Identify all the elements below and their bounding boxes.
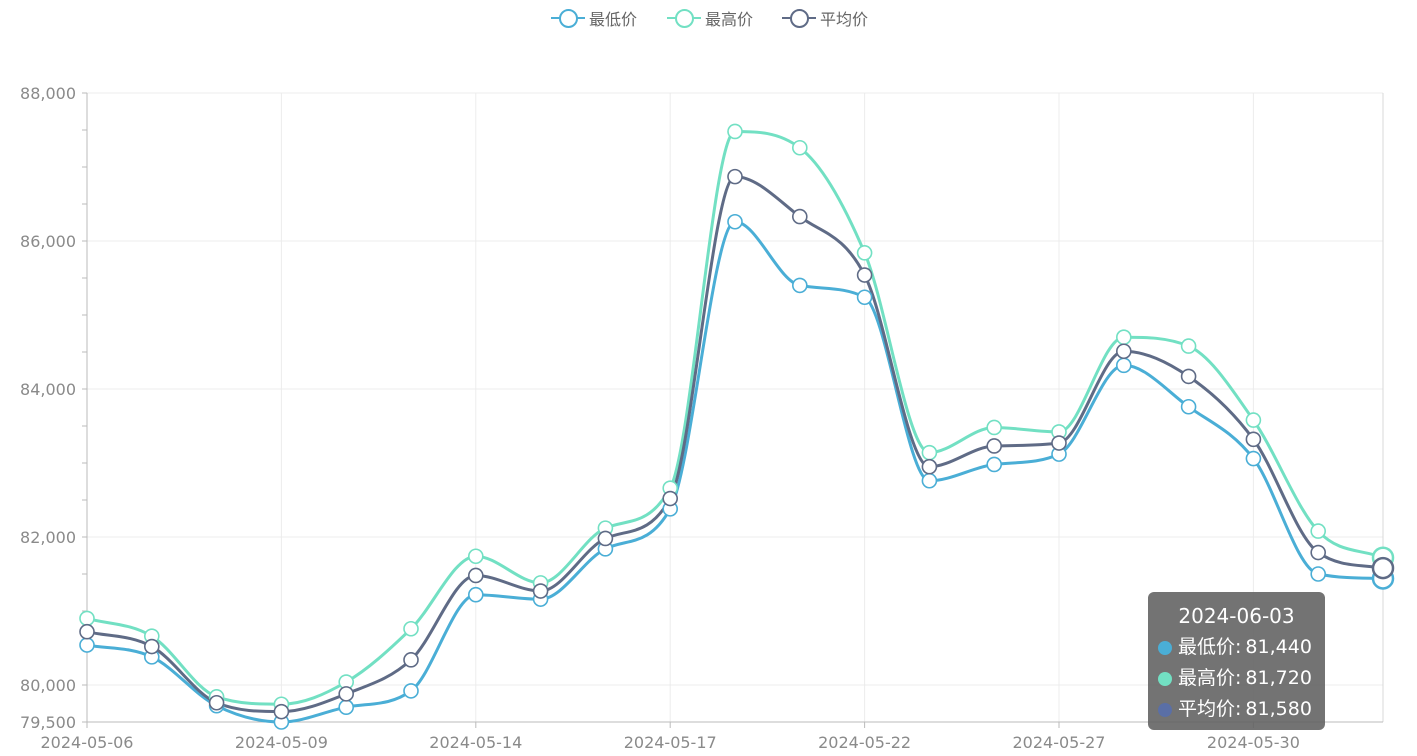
legend-marker-icon: [782, 6, 816, 30]
data-point[interactable]: [1310, 566, 1326, 582]
data-point[interactable]: [1371, 556, 1395, 580]
x-tick-label: 2024-05-14: [429, 733, 522, 752]
data-point[interactable]: [467, 548, 484, 565]
tooltip-series-name: 最低价: [1178, 636, 1236, 658]
tooltip: 2024-06-03 最低价: 81,440 最高价: 81,720 平均价: …: [1148, 592, 1325, 730]
axes: 88,00086,00084,00082,00080,00079,5002024…: [20, 84, 1384, 752]
data-point[interactable]: [403, 620, 419, 637]
x-tick-label: 2024-05-30: [1207, 733, 1300, 752]
data-point[interactable]: [144, 638, 160, 655]
data-point[interactable]: [1310, 523, 1326, 539]
legend-marker-icon: [667, 6, 701, 30]
data-point[interactable]: [1245, 450, 1262, 467]
data-point[interactable]: [791, 139, 808, 156]
data-point[interactable]: [1245, 431, 1262, 448]
data-point[interactable]: [921, 458, 938, 475]
x-tick-label: 2024-05-17: [624, 733, 717, 752]
tooltip-series-name: 最高价: [1178, 667, 1236, 689]
data-point[interactable]: [986, 438, 1003, 454]
data-point[interactable]: [856, 245, 873, 261]
data-point[interactable]: [1245, 412, 1262, 428]
data-point[interactable]: [273, 703, 290, 720]
tooltip-separator: :: [1235, 667, 1242, 689]
data-point[interactable]: [532, 583, 549, 599]
y-tick-label: 84,000: [20, 380, 76, 399]
x-tick-label: 2024-05-06: [41, 733, 134, 752]
data-point[interactable]: [79, 637, 95, 653]
data-point[interactable]: [856, 267, 873, 283]
data-point[interactable]: [467, 586, 484, 603]
x-tick-label: 2024-05-22: [818, 733, 911, 752]
data-point[interactable]: [727, 213, 743, 230]
data-point[interactable]: [1116, 329, 1132, 346]
tooltip-value: 81,720: [1245, 667, 1312, 689]
legend-label: 平均价: [820, 10, 869, 29]
legend-item-min[interactable]: 最低价: [551, 6, 637, 30]
data-point[interactable]: [791, 277, 808, 294]
legend: 最低价 最高价 平均价: [0, 6, 1417, 30]
series-dot-icon: [1158, 671, 1172, 686]
data-point[interactable]: [791, 208, 808, 225]
data-point[interactable]: [1051, 435, 1067, 451]
grid-lines: [87, 92, 1383, 722]
data-point[interactable]: [921, 472, 938, 489]
data-point[interactable]: [467, 567, 484, 584]
data-point[interactable]: [79, 610, 95, 627]
tooltip-separator: :: [1235, 698, 1242, 720]
data-point[interactable]: [597, 530, 614, 547]
x-tick-label: 2024-05-09: [235, 733, 328, 752]
data-point[interactable]: [403, 683, 419, 699]
y-tick-label: 79,500: [20, 713, 76, 732]
tooltip-row-min: 最低价: 81,440: [1158, 632, 1315, 663]
data-point[interactable]: [1180, 398, 1197, 415]
legend-item-avg[interactable]: 平均价: [782, 6, 868, 30]
tooltip-value: 81,580: [1245, 698, 1312, 720]
data-point[interactable]: [856, 289, 873, 306]
tooltip-title: 2024-06-03: [1178, 604, 1295, 628]
data-point[interactable]: [727, 168, 743, 185]
legend-item-max[interactable]: 最高价: [667, 6, 753, 30]
tooltip-separator: :: [1235, 636, 1242, 658]
data-point[interactable]: [1116, 343, 1132, 360]
tooltip-row-avg: 平均价: 81,580: [1158, 694, 1315, 725]
x-tick-label: 2024-05-27: [1013, 733, 1106, 752]
data-point[interactable]: [727, 123, 743, 140]
tooltip-row-max: 最高价: 81,720: [1158, 663, 1315, 694]
y-tick-label: 86,000: [20, 232, 76, 251]
data-point[interactable]: [1180, 368, 1197, 385]
data-point[interactable]: [338, 699, 355, 716]
data-point[interactable]: [921, 444, 938, 461]
y-tick-label: 82,000: [20, 528, 76, 547]
data-point[interactable]: [986, 419, 1003, 436]
tooltip-value: 81,440: [1245, 636, 1312, 658]
y-tick-label: 88,000: [20, 84, 76, 103]
data-point[interactable]: [1310, 544, 1326, 561]
data-point[interactable]: [338, 686, 355, 702]
series-dot-icon: [1158, 702, 1172, 717]
data-point[interactable]: [79, 623, 95, 640]
data-point[interactable]: [662, 490, 679, 507]
tooltip-series-name: 平均价: [1178, 698, 1236, 720]
legend-label: 最低价: [589, 10, 638, 29]
series-group: [79, 123, 1395, 730]
data-point[interactable]: [403, 652, 419, 668]
legend-label: 最高价: [705, 10, 754, 29]
data-point[interactable]: [1180, 338, 1197, 354]
series-dot-icon: [1158, 640, 1172, 655]
legend-marker-icon: [551, 6, 585, 30]
data-point[interactable]: [986, 456, 1003, 473]
y-tick-label: 80,000: [20, 676, 76, 695]
data-point[interactable]: [1116, 357, 1132, 374]
data-point[interactable]: [208, 694, 225, 711]
